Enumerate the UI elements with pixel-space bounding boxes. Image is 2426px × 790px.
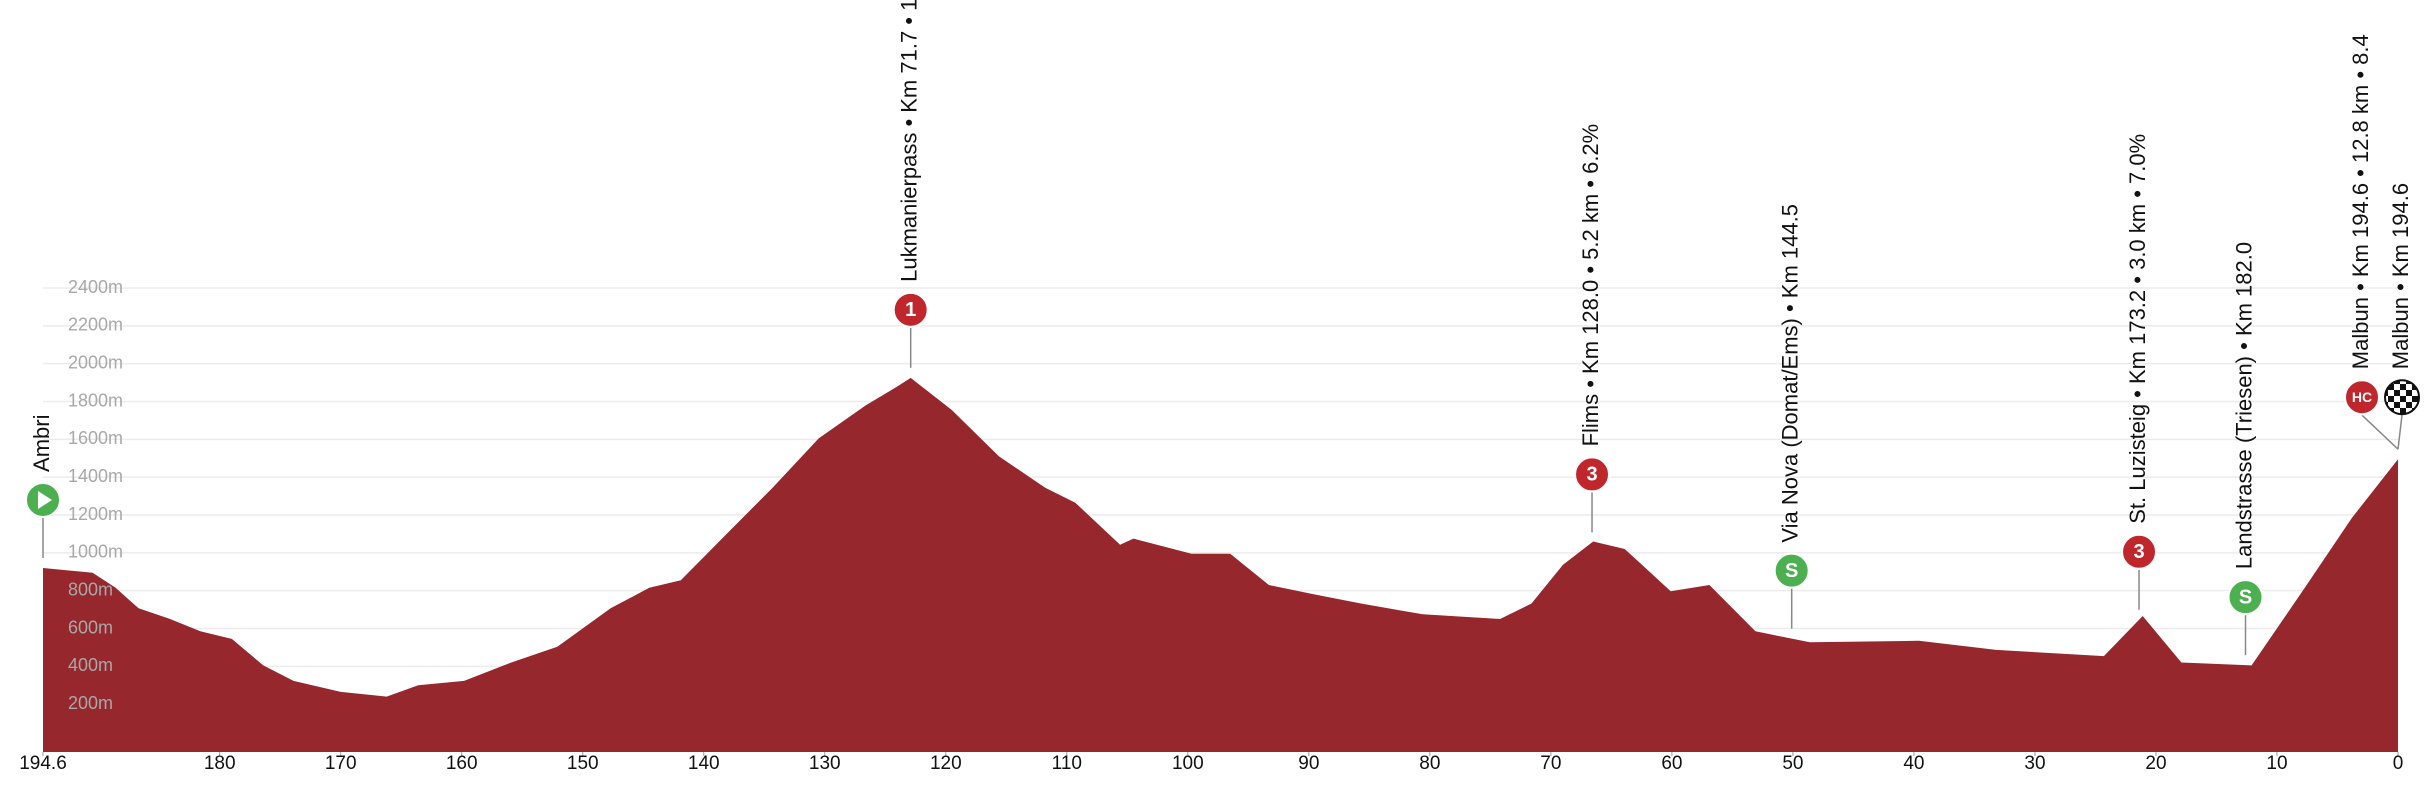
finish-icon — [2384, 379, 2420, 416]
x-tick-label: 100 — [1172, 753, 1204, 774]
annotation-label: St. Luzisteig • Km 173.2 • 3.0 km • 7.0% — [2125, 134, 2150, 524]
icon-badge: 1 — [905, 299, 916, 321]
y-tick-label: 800m — [68, 579, 113, 599]
y-tick-label: 2400m — [68, 277, 123, 297]
x-tick-label: 120 — [930, 753, 962, 774]
annotation-label: Malbun • Km 194.6 • 12.8 km • 8.4 — [2348, 34, 2373, 369]
climb-icon — [2344, 379, 2380, 416]
x-tick-label: 90 — [1298, 753, 1319, 774]
x-tick-label: 170 — [325, 753, 357, 774]
climb-icon — [1574, 456, 1611, 493]
annotation-label: Via Nova (Domat/Ems) • Km 144.5 — [1778, 204, 1803, 543]
y-tick-label: 1800m — [68, 390, 123, 410]
x-tick-label: 10 — [2266, 753, 2287, 774]
y-tick-label: 1600m — [68, 428, 123, 448]
x-tick-label: 50 — [1782, 753, 1803, 774]
y-tick-label: 1000m — [68, 542, 123, 562]
x-tick-label: 70 — [1540, 753, 1561, 774]
annotation-label: Landstrasse (Triesen) • Km 182.0 — [2231, 242, 2256, 569]
icon-badge: HC — [2352, 389, 2372, 405]
y-tick-label: 1400m — [68, 466, 123, 486]
x-tick-label: 60 — [1661, 753, 1682, 774]
elevation-area — [43, 377, 2398, 752]
callout-line — [2397, 415, 2403, 450]
icon-badge: S — [1785, 560, 1798, 582]
annotation-label: Lukmanierpass • Km 71.7 • 18.0 km • — [897, 0, 922, 282]
y-tick-label: 200m — [68, 693, 113, 713]
y-tick-label: 400m — [68, 655, 113, 675]
y-tick-label: 2200m — [68, 315, 123, 335]
start-arrow — [38, 490, 52, 509]
sprint-icon — [2227, 579, 2264, 616]
annotation-label: Malbun • Km 194.6 — [2388, 183, 2413, 369]
x-tick-label: 40 — [1903, 753, 1924, 774]
climb-icon — [892, 291, 929, 328]
icon-badge: 3 — [2133, 541, 2144, 563]
y-tick-label: 2000m — [68, 352, 123, 372]
climb-icon — [2121, 533, 2158, 570]
x-tick-label: 150 — [567, 753, 599, 774]
annotation-label: Ambri — [29, 415, 54, 472]
icon-badge: 3 — [1586, 464, 1597, 486]
x-tick-label: 180 — [204, 753, 236, 774]
y-tick-label: 600m — [68, 617, 113, 637]
callout-line — [2361, 414, 2399, 450]
x-tick-label: 0 — [2393, 753, 2404, 774]
annotation-label: Flims • Km 128.0 • 5.2 km • 6.2% — [1578, 124, 1603, 447]
x-tick-label: 80 — [1419, 753, 1440, 774]
y-tick-label: 1200m — [68, 504, 123, 524]
x-tick-label: 110 — [1052, 753, 1082, 774]
x-tick-label: 160 — [446, 753, 478, 774]
x-tick-label: 30 — [2024, 753, 2045, 774]
icon-badge: S — [2239, 586, 2252, 608]
x-tick-label: 140 — [688, 753, 720, 774]
x-tick-label: 130 — [809, 753, 841, 774]
sprint-icon — [1773, 552, 1810, 589]
x-tick-label: 20 — [2145, 753, 2166, 774]
x-tick-label: 194.6 — [19, 753, 67, 774]
